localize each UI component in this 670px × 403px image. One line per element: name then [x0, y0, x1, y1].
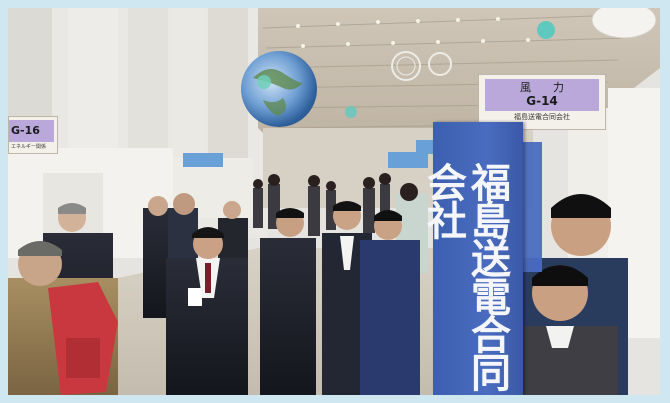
company-banner: 福島送電合同会社	[420, 122, 523, 395]
secondary-banner	[520, 142, 542, 272]
booth-sign-code: G-16	[9, 120, 54, 142]
booth-sign-code: G-14	[526, 94, 558, 108]
company-banner-text: 福島送電合同会社	[420, 162, 510, 390]
booth-sign-g16: G-16 エネルギー関係	[8, 116, 58, 154]
photo-frame: 風力 G-14 福島送電合同会社 G-16 エネルギー関係 福島送電合同会社	[8, 8, 660, 395]
booth-sign-name: 風力	[520, 81, 586, 94]
booth-sign-company: エネルギー関係	[11, 144, 47, 150]
booth-sign-band: 風力 G-14	[485, 79, 599, 111]
booth-sign-g14: 風力 G-14 福島送電合同会社	[478, 74, 606, 130]
exhibition-hall-photo	[8, 8, 660, 395]
booth-sign-company: 福島送電合同会社	[514, 113, 570, 121]
